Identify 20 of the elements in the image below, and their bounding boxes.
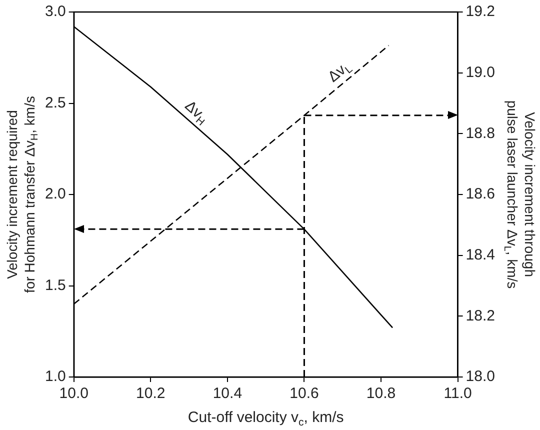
y2-tick-label: 19.0 bbox=[466, 64, 496, 81]
y-tick-label: 3.0 bbox=[44, 3, 66, 20]
y-tick-label: 1.0 bbox=[44, 368, 66, 386]
y2-tick-label: 18.4 bbox=[466, 246, 496, 264]
y2-tick-label: 18.6 bbox=[466, 186, 496, 203]
y-tick-label: 2.5 bbox=[44, 94, 66, 112]
annotation: ΔvH bbox=[182, 97, 206, 128]
y2-tick-label: 18.8 bbox=[466, 124, 496, 142]
x-tick-label: 10.0 bbox=[59, 385, 88, 402]
x-tick-label: 10.4 bbox=[212, 385, 242, 402]
annotation: ΔvL bbox=[324, 61, 356, 86]
y2-tick-label: 18.0 bbox=[466, 368, 496, 386]
x-tick-label: 11.0 bbox=[444, 385, 472, 402]
y2-tick-label: 19.2 bbox=[466, 3, 496, 20]
y-tick-label: 2.0 bbox=[44, 186, 66, 203]
x-tick-label: 10.2 bbox=[136, 385, 166, 402]
y-tick-label: 1.5 bbox=[44, 276, 66, 294]
x-tick-label: 10.6 bbox=[290, 385, 319, 402]
x-tick-label: 10.8 bbox=[366, 385, 396, 402]
y2-tick-label: 18.2 bbox=[466, 307, 496, 324]
